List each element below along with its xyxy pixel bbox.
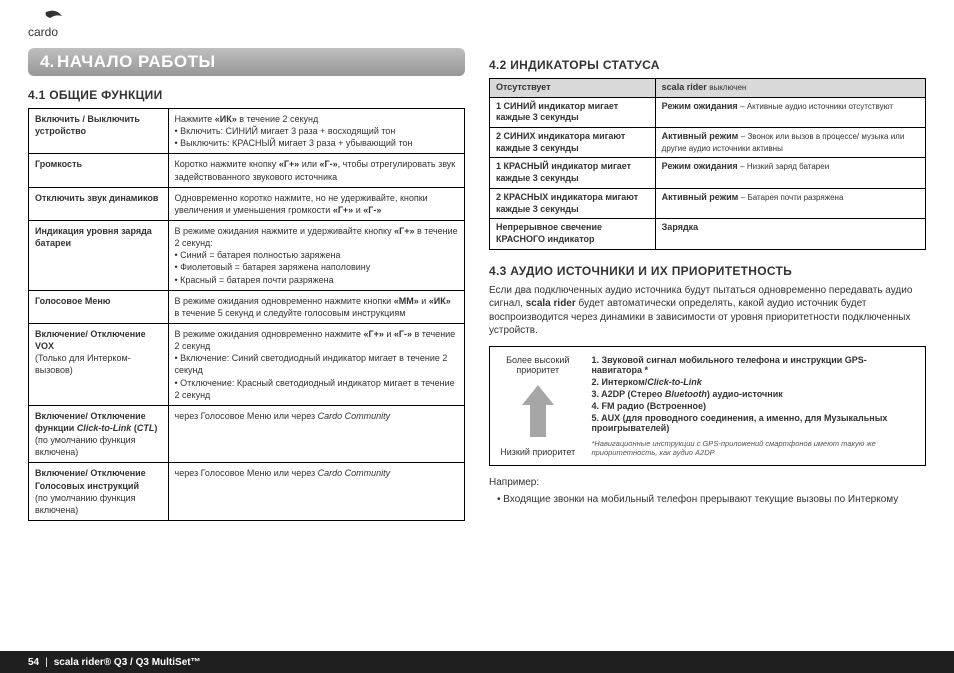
func-desc: Коротко нажмите кнопку «Г+» или «Г-», чт… [168, 154, 464, 187]
product-name: scala rider® Q3 / Q3 MultiSet™ [54, 657, 201, 668]
status-header-right: scala rider выключен [655, 79, 925, 98]
table-row: Включение/ Отключение Голосовых инструкц… [29, 463, 465, 521]
status-desc: Режим ожидания – Активные аудио источник… [655, 97, 925, 127]
priority-item: 2. Интерком/Click-to-Link [591, 377, 917, 387]
priority-high-label: Более высокий приоритет [498, 355, 577, 375]
right-column: 4.2 ИНДИКАТОРЫ СТАТУСА Отсутствует scala… [489, 18, 926, 521]
status-label: Непрерывное свечение КРАСНОГО индикатор [490, 219, 656, 249]
table-row: 1 КРАСНЫЙ индикатор мигает каждые 3 секу… [490, 158, 926, 188]
general-functions-table: Включить / Выключить устройствоНажмите «… [28, 108, 465, 521]
priority-item: 3. A2DP (Стерео Bluetooth) аудио-источни… [591, 389, 917, 399]
example-label: Например: [489, 476, 926, 490]
func-desc: В режиме ожидания одновременно нажмите к… [168, 290, 464, 323]
func-desc: Одновременно коротко нажмите, но не удер… [168, 187, 464, 220]
func-label: Включить / Выключить устройство [29, 109, 169, 154]
table-row: 2 КРАСНЫХ индикатора мигают каждые 3 сек… [490, 188, 926, 218]
table-row: 2 СИНИХ индикатора мигают каждые 3 секун… [490, 128, 926, 158]
section-4-banner: 4. НАЧАЛО РАБОТЫ [28, 48, 465, 76]
table-row: Индикация уровня заряда батареиВ режиме … [29, 220, 465, 290]
func-label: Голосовое Меню [29, 290, 169, 323]
status-label: 1 КРАСНЫЙ индикатор мигает каждые 3 секу… [490, 158, 656, 188]
table-row: Непрерывное свечение КРАСНОГО индикаторЗ… [490, 219, 926, 249]
func-label: Включение/ Отключение VOX(Только для Инт… [29, 323, 169, 405]
func-label: Включение/ Отключение функции Click-to-L… [29, 405, 169, 463]
subtitle-4-1: 4.1 ОБЩИЕ ФУНКЦИИ [28, 88, 465, 102]
table-row: Включить / Выключить устройствоНажмите «… [29, 109, 465, 154]
priority-item: 4. FM радио (Встроенное) [591, 401, 917, 411]
priority-list: 1. Звуковой сигнал мобильного телефона и… [591, 355, 917, 433]
status-label: 1 СИНИЙ индикатор мигает каждые 3 секунд… [490, 97, 656, 127]
func-label: Включение/ Отключение Голосовых инструкц… [29, 463, 169, 521]
banner-title: НАЧАЛО РАБОТЫ [57, 52, 216, 71]
status-desc: Режим ожидания – Низкий заряд батареи [655, 158, 925, 188]
func-desc: через Голосовое Меню или через Cardo Com… [168, 405, 464, 463]
page-footer: 54 | scala rider® Q3 / Q3 MultiSet™ [0, 651, 954, 673]
func-desc: В режиме ожидания нажмите и удерживайте … [168, 220, 464, 290]
priority-footnote: *Навигационные инструкции с GPS-приложен… [591, 439, 917, 457]
func-label: Индикация уровня заряда батареи [29, 220, 169, 290]
priority-low-label: Низкий приоритет [500, 447, 575, 457]
status-desc: Активный режим – Звонок или вызов в проц… [655, 128, 925, 158]
priority-item: 1. Звуковой сигнал мобильного телефона и… [591, 355, 917, 375]
left-column: 4. НАЧАЛО РАБОТЫ 4.1 ОБЩИЕ ФУНКЦИИ Включ… [28, 18, 465, 521]
svg-text:cardo: cardo [28, 25, 58, 39]
footer-separator: | [45, 657, 48, 668]
table-row: ГромкостьКоротко нажмите кнопку «Г+» или… [29, 154, 465, 187]
table-row: Голосовое МенюВ режиме ожидания одноврем… [29, 290, 465, 323]
func-desc: В режиме ожидания одновременно нажмите «… [168, 323, 464, 405]
banner-number: 4. [40, 52, 54, 71]
table-row: Включение/ Отключение функции Click-to-L… [29, 405, 465, 463]
status-label: 2 СИНИХ индикатора мигают каждые 3 секун… [490, 128, 656, 158]
func-label: Отключить звук динамиков [29, 187, 169, 220]
priority-item: 5. AUX (для проводного соединения, а име… [591, 413, 917, 433]
table-row: Отключить звук динамиковОдновременно кор… [29, 187, 465, 220]
status-desc: Зарядка [655, 219, 925, 249]
subtitle-4-3: 4.3 АУДИО ИСТОЧНИКИ И ИХ ПРИОРИТЕТНОСТЬ [489, 264, 926, 278]
table-row: 1 СИНИЙ индикатор мигает каждые 3 секунд… [490, 97, 926, 127]
status-desc: Активный режим – Батарея почти разряжена [655, 188, 925, 218]
audio-priority-paragraph: Если два подключенных аудио источника бу… [489, 284, 926, 338]
example-bullet: • Входящие звонки на мобильный телефон п… [489, 493, 926, 507]
status-indicators-table: Отсутствует scala rider выключен 1 СИНИЙ… [489, 78, 926, 250]
priority-arrow-column: Более высокий приоритет Низкий приоритет [498, 355, 577, 457]
cardo-logo: cardo [28, 10, 72, 40]
func-desc: Нажмите «ИК» в течение 2 секунд• Включит… [168, 109, 464, 154]
priority-list-column: 1. Звуковой сигнал мобильного телефона и… [591, 355, 917, 457]
func-label: Громкость [29, 154, 169, 187]
status-label: 2 КРАСНЫХ индикатора мигают каждые 3 сек… [490, 188, 656, 218]
priority-box: Более высокий приоритет Низкий приоритет… [489, 346, 926, 466]
arrow-up-icon [520, 383, 556, 439]
status-header-left: Отсутствует [490, 79, 656, 98]
table-row: Включение/ Отключение VOX(Только для Инт… [29, 323, 465, 405]
page-number: 54 [28, 657, 39, 668]
subtitle-4-2: 4.2 ИНДИКАТОРЫ СТАТУСА [489, 58, 926, 72]
func-desc: через Голосовое Меню или через Cardo Com… [168, 463, 464, 521]
